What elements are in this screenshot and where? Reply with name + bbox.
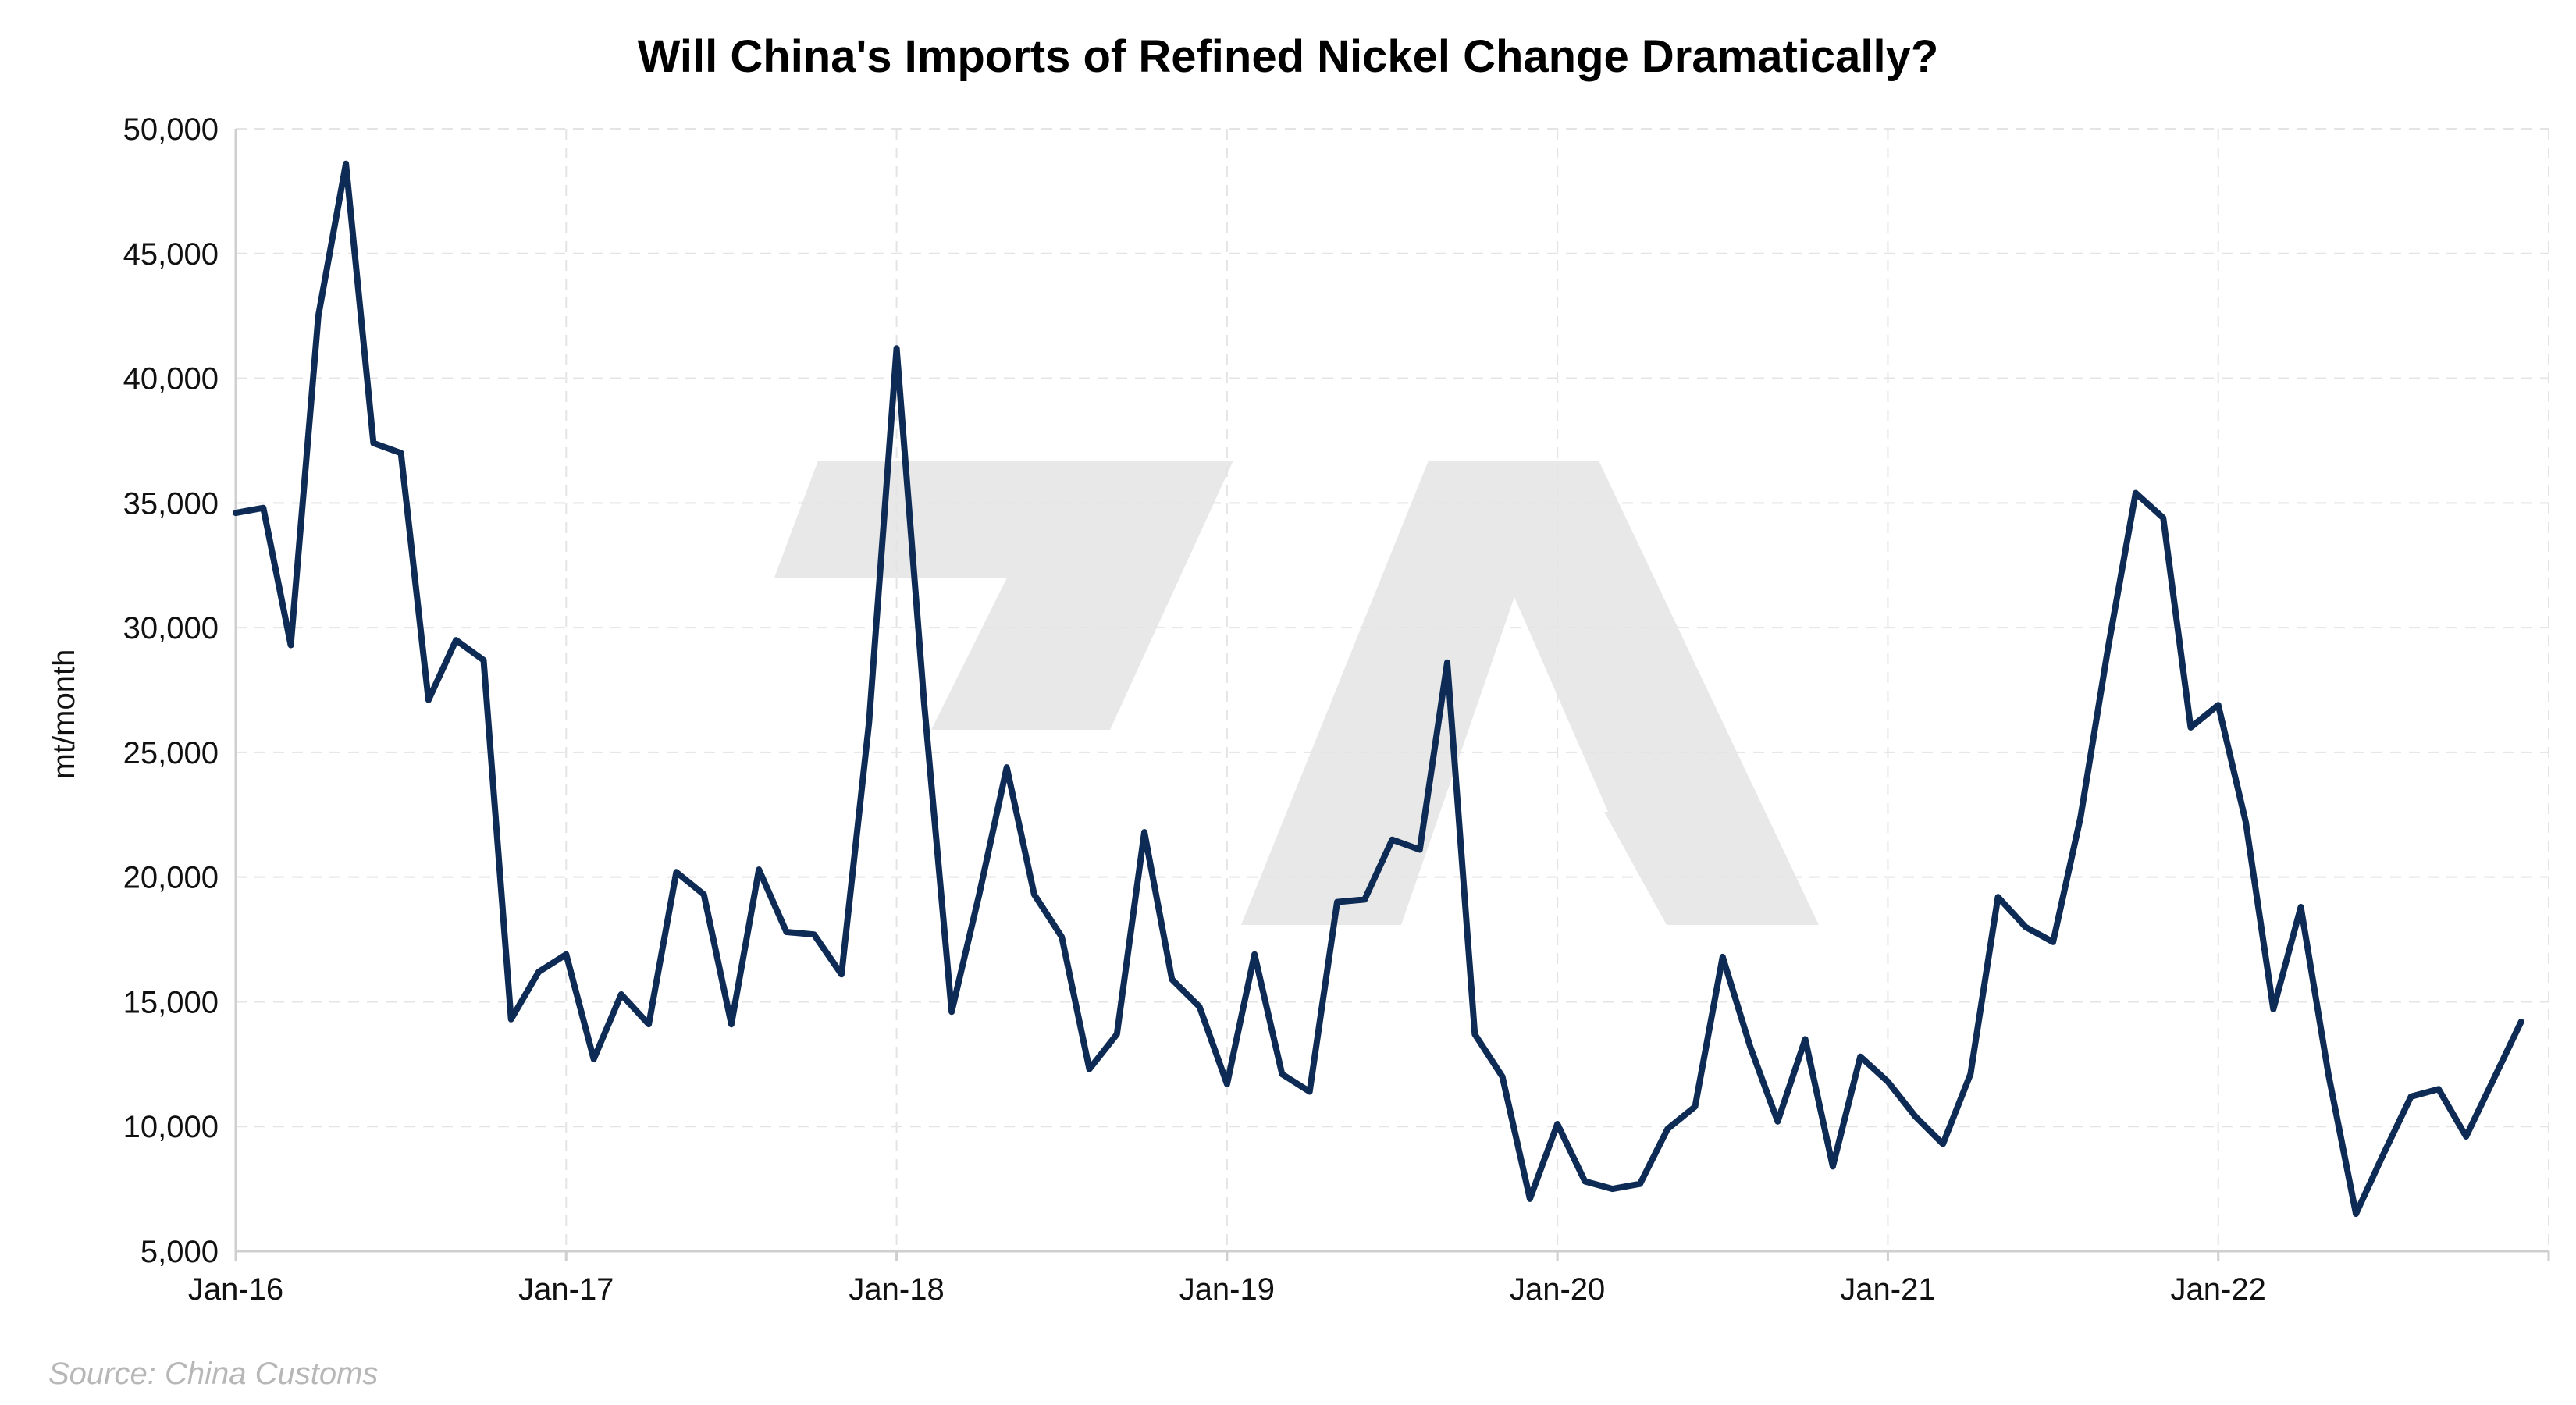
y-tick-label: 45,000 [123, 237, 219, 272]
series-layer [233, 160, 2524, 1218]
y-tick-label: 40,000 [123, 362, 219, 397]
y-axis-ticks: 5,000 10,000 15,000 20,000 25,000 30,000 35,00… [123, 112, 219, 1269]
x-tick-label: Jan-16 [188, 1272, 283, 1307]
source-note: Source: China Customs [48, 1357, 378, 1391]
chart-title: Will China's Imports of Refined Nickel C… [638, 31, 1939, 82]
x-tick-label: Jan-20 [1510, 1272, 1605, 1307]
y-axis-label: mt/month [47, 649, 81, 780]
axes [234, 129, 2549, 1253]
x-axis-ticks: Jan-16 Jan-17 Jan-18 Jan-19 Jan-20 Jan-21 Jan-… [188, 1251, 2550, 1307]
y-tick-label: 10,000 [123, 1110, 219, 1144]
x-tick-label: Jan-21 [1840, 1272, 1935, 1307]
series-line [233, 160, 2524, 1218]
x-tick-label: Jan-18 [849, 1272, 944, 1307]
y-tick-label: 50,000 [123, 112, 219, 147]
y-tick-label: 25,000 [123, 736, 219, 770]
watermark-logo-icon [774, 461, 1819, 925]
y-tick-label: 35,000 [123, 486, 219, 521]
x-tick-label: Jan-17 [518, 1272, 614, 1307]
y-tick-label: 30,000 [123, 611, 219, 646]
x-tick-label: Jan-19 [1179, 1272, 1275, 1307]
y-tick-label: 5,000 [141, 1235, 219, 1269]
y-tick-label: 15,000 [123, 985, 219, 1019]
y-tick-label: 20,000 [123, 861, 219, 895]
x-tick-label: Jan-22 [2171, 1272, 2266, 1307]
